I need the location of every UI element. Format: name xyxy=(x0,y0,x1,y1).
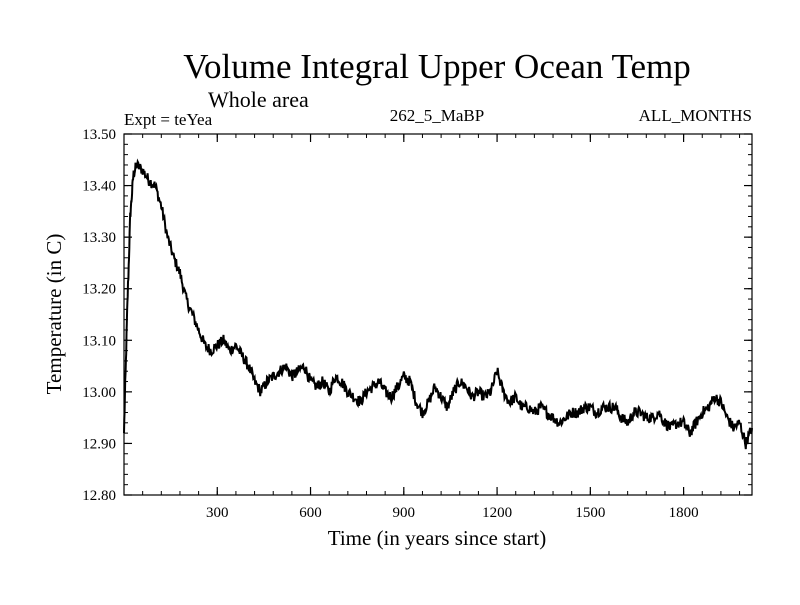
y-tick-label: 12.80 xyxy=(82,488,116,504)
months-label: ALL_MONTHS xyxy=(639,106,752,125)
y-tick-label: 13.10 xyxy=(82,333,116,349)
y-tick-label: 13.00 xyxy=(82,385,116,401)
x-tick-label: 1500 xyxy=(575,505,605,521)
chart-subtitle: Whole area xyxy=(208,87,309,112)
y-tick-label: 13.30 xyxy=(82,230,116,246)
chart-title: Volume Integral Upper Ocean Temp xyxy=(183,47,690,86)
y-tick-label: 13.20 xyxy=(82,282,116,298)
run-label: 262_5_MaBP xyxy=(390,106,484,125)
plot-frame xyxy=(123,133,753,496)
x-tick-label: 1200 xyxy=(482,505,512,521)
y-tick-label: 13.40 xyxy=(82,179,116,195)
series-line xyxy=(123,158,753,450)
y-tick-label: 12.90 xyxy=(82,436,116,452)
plot-area: 12.80 12.90 13.00 13.10 13.20 13.30 13.40 13.50… xyxy=(82,127,753,521)
experiment-label: Expt = teYea xyxy=(124,110,213,129)
y-axis-label: Temperature (in C) xyxy=(42,234,66,395)
x-tick-label: 600 xyxy=(299,505,322,521)
y-axis: 12.80 12.90 13.00 13.10 13.20 13.30 13.40 13.50 xyxy=(82,127,752,504)
x-tick-label: 900 xyxy=(393,505,416,521)
x-axis: 300 600 900 1200 1500 1800 xyxy=(142,134,741,521)
y-tick-label: 13.50 xyxy=(82,127,116,143)
x-tick-label: 300 xyxy=(206,505,229,521)
x-tick-label: 1800 xyxy=(669,505,699,521)
x-axis-label: Time (in years since start) xyxy=(328,526,547,550)
